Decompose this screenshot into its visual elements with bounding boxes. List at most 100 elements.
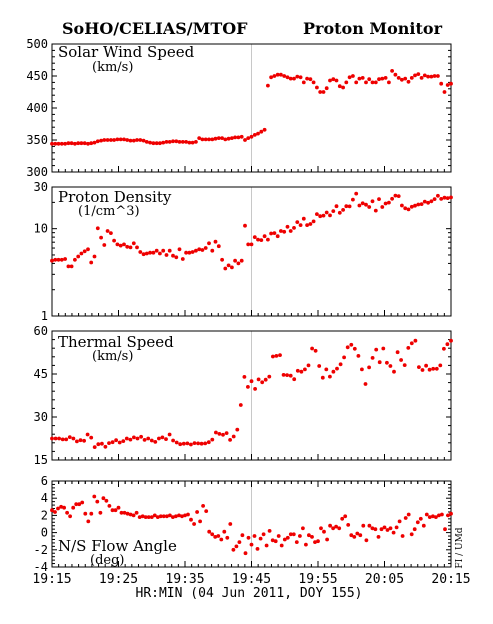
data-point [341, 85, 345, 90]
data-point [210, 437, 215, 442]
data-point [445, 342, 450, 347]
data-point [313, 540, 317, 544]
data-point [298, 534, 302, 538]
data-point [392, 369, 396, 374]
data-point [69, 141, 74, 146]
data-point [264, 543, 269, 548]
data-point [420, 368, 425, 372]
data-point [426, 74, 430, 79]
data-point [291, 532, 296, 537]
data-point [370, 80, 375, 85]
data-point [432, 74, 437, 78]
data-point [230, 136, 234, 141]
data-point [223, 266, 228, 271]
data-point [99, 235, 103, 240]
data-point [149, 515, 154, 519]
data-point [318, 214, 323, 219]
data-point [316, 539, 320, 544]
data-point [349, 533, 354, 538]
data-point [340, 516, 345, 521]
data-point [92, 254, 97, 259]
data-point [373, 208, 378, 213]
data-point [436, 193, 440, 198]
data-point [306, 363, 311, 368]
data-point [83, 511, 88, 516]
data-point [259, 238, 264, 243]
data-point [426, 200, 430, 205]
data-point [449, 511, 453, 516]
data-point [95, 226, 100, 231]
data-point [403, 76, 408, 81]
data-point [138, 250, 143, 254]
data-point [207, 529, 212, 534]
data-point [334, 524, 338, 529]
data-point [243, 551, 248, 556]
data-point [380, 205, 385, 209]
data-point [315, 212, 319, 217]
data-point [144, 251, 149, 256]
y-tick-label: 0 [41, 526, 48, 540]
data-point [446, 513, 450, 518]
data-point [76, 141, 81, 146]
data-point [393, 193, 398, 198]
data-point [439, 81, 444, 86]
data-point [351, 74, 355, 78]
data-point [357, 76, 362, 81]
data-point [187, 140, 192, 145]
panel-subtitle: (1/cm^3) [78, 204, 140, 219]
data-point [213, 239, 218, 244]
data-point [267, 374, 272, 379]
data-point [390, 196, 394, 201]
data-point [141, 138, 146, 143]
data-point [406, 79, 411, 84]
data-point [449, 195, 453, 200]
data-point [445, 196, 450, 201]
data-point [89, 141, 94, 146]
data-point [431, 366, 436, 371]
data-point [427, 515, 432, 519]
data-point [308, 222, 313, 226]
data-point [352, 535, 357, 539]
data-point [80, 500, 85, 505]
data-point [216, 244, 221, 249]
data-point [190, 250, 195, 254]
data-point [249, 379, 254, 384]
data-point [285, 373, 289, 377]
data-point [347, 75, 352, 80]
data-point [112, 138, 116, 142]
data-point [307, 533, 311, 538]
data-point [154, 248, 159, 253]
data-point [216, 136, 221, 141]
x-tick-label: 20:15 [431, 572, 470, 587]
data-point [56, 257, 61, 262]
data-point [356, 354, 361, 358]
data-point [285, 224, 290, 229]
y-tick-label: 500 [26, 37, 48, 51]
data-point [220, 257, 225, 262]
data-point [154, 141, 159, 146]
data-point [357, 203, 362, 208]
data-point [207, 137, 211, 142]
data-point [73, 257, 77, 262]
data-point [324, 210, 329, 215]
data-point [252, 534, 257, 538]
data-point [197, 247, 202, 252]
data-point [137, 515, 142, 519]
data-point [189, 517, 193, 522]
data-point [393, 72, 398, 77]
data-point [196, 441, 201, 446]
data-point [360, 201, 365, 206]
data-point [187, 250, 192, 255]
data-point [396, 194, 401, 199]
data-point [138, 138, 143, 142]
data-point [210, 248, 215, 253]
data-point [114, 438, 118, 443]
data-point [436, 74, 440, 78]
data-point [128, 138, 133, 143]
data-point [98, 510, 103, 515]
y-tick-label: -2 [34, 543, 48, 557]
data-point [442, 90, 447, 94]
data-point [385, 360, 389, 365]
data-point [222, 529, 227, 534]
